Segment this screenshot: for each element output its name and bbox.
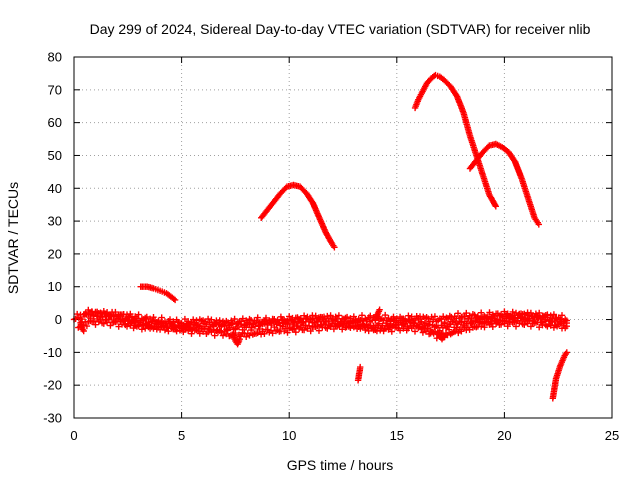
series-arc-9-12 — [258, 181, 338, 251]
series-arc-18.4-21.6 — [466, 140, 542, 228]
y-tick-label: -30 — [43, 411, 62, 426]
x-tick-label: 15 — [390, 428, 404, 443]
data-points — [70, 71, 570, 402]
series-seg-22.3 — [549, 349, 570, 402]
y-tick-label: 80 — [48, 50, 62, 65]
series-markers — [230, 332, 243, 348]
series-seg-13.2 — [354, 363, 364, 384]
x-tick-label: 0 — [70, 428, 77, 443]
series-markers — [75, 315, 570, 343]
y-tick-label: 60 — [48, 115, 62, 130]
y-tick-label: 0 — [55, 312, 62, 327]
plot-frame — [73, 56, 613, 419]
series-markers — [549, 349, 570, 402]
series-spike-14 — [372, 306, 383, 323]
series-seg-3-5 — [137, 283, 179, 304]
series-markers — [434, 329, 448, 343]
x-tick-label: 25 — [605, 428, 619, 443]
y-axis-label: SDTVAR / TECUs — [5, 182, 21, 294]
tick-labels: 0 5 10 15 20 25 -30 -20 -10 0 10 20 30 40 50 60 70 80 — [43, 50, 619, 444]
series-markers — [372, 306, 383, 323]
series-lower-band — [75, 315, 570, 343]
x-tick-label: 10 — [282, 428, 296, 443]
y-tick-label: 20 — [48, 246, 62, 261]
series-upper-band — [81, 306, 570, 330]
series-markers — [137, 283, 179, 304]
grid-lines — [74, 57, 612, 418]
y-tick-label: 10 — [48, 279, 62, 294]
series-markers — [466, 140, 542, 228]
series-markers — [411, 71, 499, 210]
series-markers — [77, 319, 87, 335]
series-dip-0.4 — [77, 319, 87, 335]
series-dip-17 — [434, 329, 448, 343]
x-tick-label: 20 — [497, 428, 511, 443]
series-dip-7.5 — [230, 332, 243, 348]
axis-ticks — [73, 56, 613, 419]
x-axis-label: GPS time / hours — [287, 457, 394, 473]
series-markers — [258, 181, 338, 251]
x-tick-label: 5 — [178, 428, 185, 443]
y-tick-label: 30 — [48, 214, 62, 229]
series-arc-16-19.6 — [411, 71, 499, 210]
y-tick-label: 50 — [48, 148, 62, 163]
y-tick-label: -20 — [43, 378, 62, 393]
y-tick-label: -10 — [43, 345, 62, 360]
y-tick-label: 70 — [48, 82, 62, 97]
chart-title: Day 299 of 2024, Sidereal Day-to-day VTE… — [90, 21, 591, 37]
y-tick-label: 40 — [48, 181, 62, 196]
series-markers — [354, 363, 364, 384]
series-markers — [81, 306, 570, 330]
